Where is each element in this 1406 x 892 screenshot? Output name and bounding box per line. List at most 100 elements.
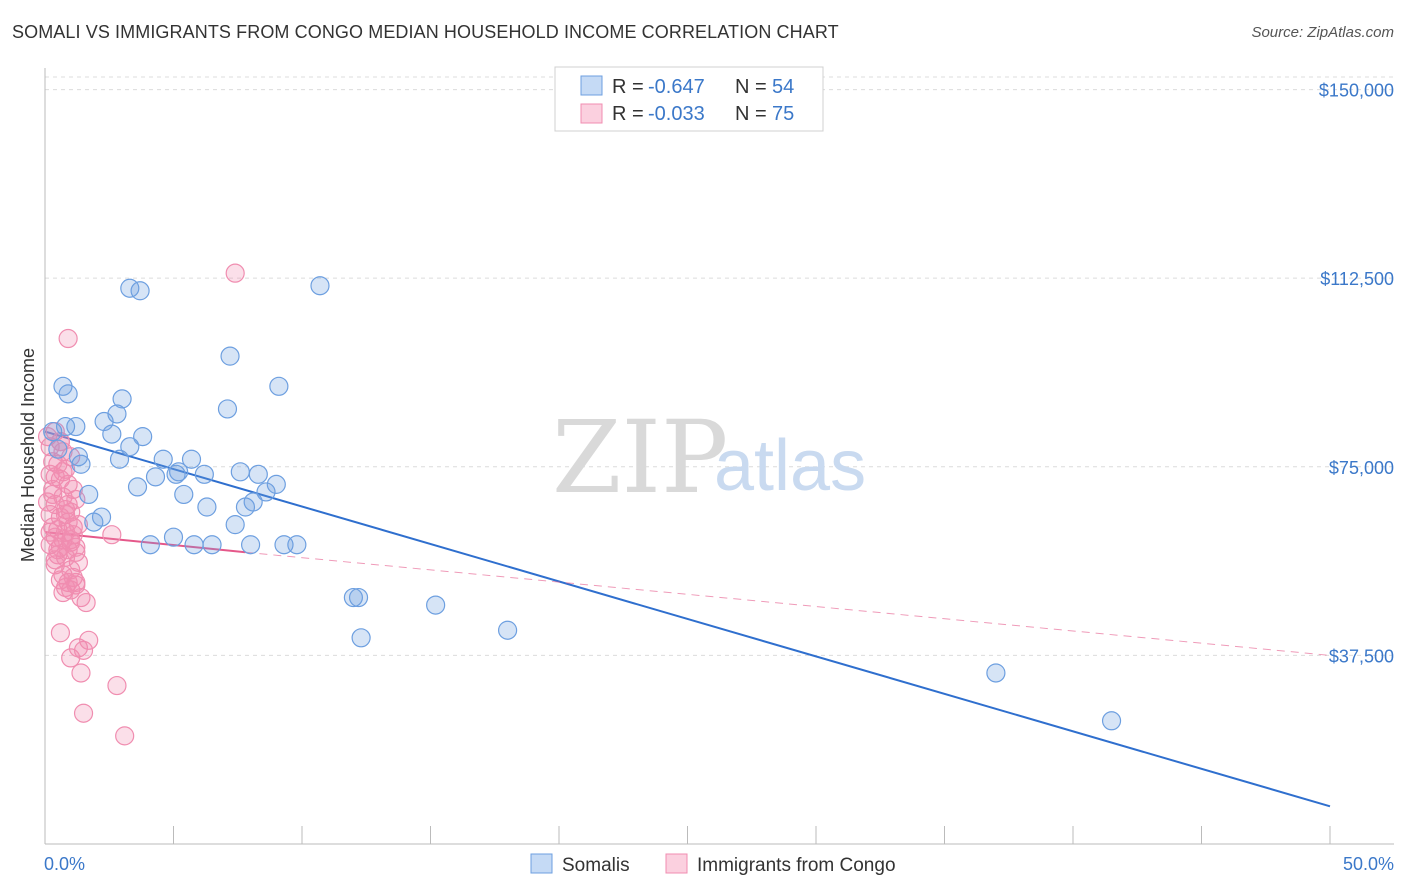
point-congo	[73, 703, 94, 723]
point-somali	[68, 447, 89, 467]
chart-source: Source: ZipAtlas.com	[1251, 24, 1394, 41]
x-tick-label-min: 0.0%	[44, 854, 85, 874]
point-somali	[79, 484, 99, 505]
point-congo	[50, 432, 71, 452]
legend-r-label-somali: R =	[612, 76, 644, 98]
axis-layer	[44, 68, 1394, 845]
point-somali	[109, 449, 130, 469]
point-somali	[71, 454, 91, 474]
point-congo	[68, 552, 89, 572]
point-somali	[986, 663, 1006, 683]
watermark-zip: ZIP	[552, 399, 728, 516]
trend-line-congo-extended	[245, 551, 1331, 656]
point-somali	[230, 462, 250, 482]
legend-n-value-somali: 54	[772, 76, 794, 98]
y-tick-labels: $37,500 $75,000 $112,500 $150,000	[1319, 81, 1394, 667]
bottom-legend-swatch-congo	[665, 853, 688, 874]
point-somali	[66, 416, 86, 437]
point-somali	[43, 421, 63, 442]
point-congo	[40, 522, 60, 542]
point-somali	[127, 477, 148, 497]
point-somali	[241, 535, 261, 555]
point-somali	[120, 437, 140, 457]
series-legend: Somalis Immigrants from Congo	[530, 853, 896, 876]
point-somali	[130, 281, 150, 301]
point-somali	[102, 424, 122, 444]
point-congo	[37, 492, 58, 512]
point-somali	[269, 376, 289, 396]
point-somali	[174, 484, 194, 505]
point-congo	[40, 437, 60, 457]
legend-r-label-congo: R =	[612, 103, 644, 125]
bottom-legend-label-congo: Immigrants from Congo	[697, 855, 896, 876]
point-somali	[140, 535, 160, 555]
point-somali	[343, 587, 363, 608]
point-congo	[61, 530, 81, 550]
point-congo	[107, 675, 127, 696]
bottom-legend-label-somali: Somalis	[562, 855, 630, 876]
point-congo	[53, 462, 73, 482]
point-somali	[153, 449, 173, 469]
bottom-legend-swatch-somali	[530, 853, 553, 874]
legend-n-value-congo: 75	[772, 103, 794, 125]
point-congo	[50, 623, 71, 643]
point-somali	[1101, 711, 1122, 731]
point-congo	[102, 525, 122, 545]
trend-line-somalis	[44, 430, 1331, 808]
point-congo	[53, 582, 73, 603]
y-tick-label: $112,500	[1320, 269, 1394, 289]
point-somali	[112, 389, 132, 409]
correlation-legend: R = -0.647 N = 54 R = -0.033 N = 75	[554, 66, 824, 132]
watermark-atlas: atlas	[714, 426, 866, 506]
point-congo	[73, 640, 94, 660]
point-congo	[79, 630, 99, 650]
point-somali	[48, 439, 68, 459]
point-congo	[68, 638, 89, 658]
point-somali	[163, 527, 184, 547]
point-somali	[197, 497, 217, 517]
point-somali	[348, 587, 369, 608]
legend-r-value-congo: -0.033	[648, 103, 705, 125]
point-somali	[194, 464, 214, 484]
legend-r-value-somali: -0.647	[648, 76, 705, 98]
point-congo	[50, 537, 71, 557]
point-congo	[76, 592, 96, 613]
point-congo	[55, 459, 76, 479]
point-somali	[225, 515, 245, 535]
point-congo	[58, 494, 78, 515]
point-congo	[63, 517, 83, 537]
legend-swatch-congo	[580, 103, 603, 124]
point-congo	[55, 577, 76, 598]
chart-title: SOMALI VS IMMIGRANTS FROM CONGO MEDIAN H…	[12, 22, 839, 42]
point-somali	[91, 507, 112, 527]
point-congo	[66, 572, 86, 593]
x-tick-label-max: 50.0%	[1343, 854, 1394, 874]
point-somali	[169, 462, 189, 482]
legend-swatch-somali	[580, 75, 603, 96]
points-layer	[37, 263, 1122, 746]
point-somali	[133, 427, 153, 447]
point-congo	[115, 726, 135, 746]
legend-n-label-somali: N =	[735, 76, 767, 98]
y-tick-label: $150,000	[1319, 81, 1394, 101]
point-somali	[243, 492, 263, 512]
point-congo	[45, 550, 65, 570]
point-somali	[217, 399, 238, 419]
point-congo	[45, 555, 65, 575]
point-somali	[256, 482, 276, 502]
point-congo	[43, 479, 63, 500]
point-somali	[310, 276, 330, 296]
point-somali	[55, 416, 76, 437]
point-somali	[145, 467, 166, 487]
point-somali	[351, 628, 371, 648]
point-somali	[202, 535, 222, 555]
point-congo	[58, 328, 78, 349]
point-somali	[220, 346, 240, 366]
point-somali	[166, 464, 186, 484]
point-somali	[181, 449, 202, 469]
point-congo	[71, 663, 91, 683]
point-somali	[426, 595, 446, 615]
y-tick-label: $75,000	[1329, 458, 1394, 478]
point-somali	[58, 384, 78, 404]
